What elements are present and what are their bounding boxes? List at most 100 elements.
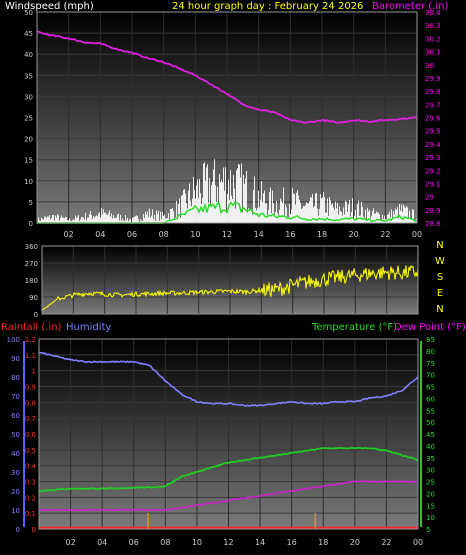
wind-hour-tick-label: 20 (349, 230, 359, 239)
temperature-line (38, 446, 419, 493)
barometer-tick-label: 29.8 (425, 88, 441, 96)
windspeed-tick-label: 10 (24, 178, 33, 186)
barometer-tick-label: 29.7 (425, 101, 441, 109)
barometer-tick-label: 30.2 (425, 35, 441, 43)
windspeed-tick-label: 40 (24, 51, 33, 59)
barometer-tick-label: 28.8 (425, 220, 441, 228)
wind-hour-tick-label: 18 (317, 230, 327, 239)
rainfall-tick-label: 0.4 (25, 463, 37, 471)
graph-title: 24 hour graph day : February 24 2026 (172, 1, 363, 12)
rain-hour-tick-label: 16 (287, 538, 297, 547)
rain-hour-tick-label: 12 (223, 538, 233, 547)
temperature-tick-label: 10 (426, 514, 435, 522)
barometer-tick-label: 28.9 (425, 207, 441, 215)
temperature-tick-label: 30 (426, 467, 435, 475)
compass-label: N (436, 304, 443, 315)
rainfall-tick-label: 1.1 (25, 352, 36, 360)
humidity-ticks: 0 10 20 30 40 50 60 70 80 90 100 (7, 336, 20, 534)
wind-hour-tick-label: 10 (190, 230, 200, 239)
rain-humidity-series (38, 351, 419, 530)
temperature-tick-label: 25 (426, 479, 435, 487)
temperature-tick-label: 20 (426, 490, 435, 498)
compass-label: W (435, 256, 445, 267)
temperature-tick-label: 55 (426, 407, 435, 415)
wind-barometer-plot-frame (36, 11, 418, 224)
temperature-tick-label: 60 (426, 395, 435, 403)
temperature-tick-label: 80 (426, 348, 435, 356)
humidity-tick-label: 40 (11, 450, 20, 458)
compass-label: N (436, 240, 443, 251)
rainfall-tick-label: 1 (32, 368, 36, 376)
rain-hour-tick-label: 04 (97, 538, 107, 547)
barometer-tick-label: 30.1 (425, 49, 441, 57)
windspeed-tick-label: 0 (29, 220, 33, 228)
temperature-tick-label: 5 (426, 526, 430, 534)
rainfall-ticks: 0 0.1 0.2 0.3 0.4 0.5 0.6 0.7 0.8 0.9 1 1.1 1.2 (25, 336, 37, 534)
rainfall-tick-label: 0.3 (25, 479, 36, 487)
humidity-tick-label: 100 (7, 336, 20, 344)
barometer-tick-label: 29.4 (425, 141, 441, 149)
temperature-tick-label: 85 (426, 336, 435, 344)
humidity-line (38, 351, 419, 407)
humidity-tick-label: 80 (11, 374, 20, 382)
temperature-tick-label: 45 (426, 431, 435, 439)
wind-direction-line (41, 264, 419, 311)
temperature-tick-label: 50 (426, 419, 435, 427)
rainfall-axis-label: Rainfall (.in) (1, 322, 62, 333)
temperature-tick-label: 15 (426, 502, 435, 510)
rainfall-tick-label: 0 (32, 526, 36, 534)
compass-label: S (437, 272, 443, 283)
rainfall-tick-label: 0.7 (25, 415, 36, 423)
humidity-axis-label: Humidity (66, 322, 111, 333)
direction-tick-label: 0 (34, 311, 38, 319)
direction-tick-label: 180 (25, 277, 38, 285)
windspeed-tick-label: 50 (24, 9, 33, 17)
rain-humidity-temperature-panel: 0 0.1 0.2 0.3 0.4 0.5 0.6 0.7 0.8 0.9 1 1.1 1.2 0 10 2… (7, 336, 435, 547)
direction-tick-label: 90 (29, 294, 38, 302)
humidity-tick-label: 30 (11, 469, 20, 477)
wind-gust-bars (38, 159, 417, 223)
direction-tick-label: 270 (25, 260, 38, 268)
wind-hour-tick-label: 22 (380, 230, 390, 239)
rain-hour-tick-label: 08 (160, 538, 170, 547)
rainfall-tick-label: 0.5 (25, 447, 36, 455)
barometer-tick-label: 30.4 (425, 9, 441, 17)
windspeed-tick-label: 15 (24, 157, 33, 165)
wind-direction-plot-frame (41, 245, 419, 315)
windspeed-tick-label: 20 (24, 136, 33, 144)
rainfall-tick-label: 1.2 (25, 336, 36, 344)
temperature-tick-label: 65 (426, 384, 435, 392)
humidity-tick-label: 10 (11, 507, 20, 515)
rainfall-tick-label: 0.9 (25, 384, 36, 392)
humidity-tick-label: 20 (11, 488, 20, 496)
rain-hour-tick-label: 00 (413, 538, 423, 547)
barometer-tick-label: 29.1 (425, 180, 441, 188)
dew-point-axis-label: Dew Point (°F) (394, 322, 466, 333)
windspeed-tick-label: 5 (29, 199, 33, 207)
direction-tick-label: 360 (25, 243, 38, 251)
windspeed-tick-label: 45 (24, 30, 33, 38)
barometer-tick-label: 29 (425, 194, 434, 202)
temperature-tick-label: 40 (426, 443, 435, 451)
wind-direction-series (41, 264, 419, 311)
rain-hour-tick-label: 20 (350, 538, 360, 547)
rainfall-tick-label: 0.1 (25, 510, 36, 518)
barometer-ticks: 28.8 28.9 29 29.1 29.2 29.3 29.4 29.5 29.6 29.7 29… (425, 9, 441, 228)
rain-humidity-plot-frame (38, 338, 419, 530)
rain-hour-tick-label: 06 (129, 538, 139, 547)
humidity-tick-label: 50 (11, 431, 20, 439)
wind-hour-tick-label: 00 (412, 230, 422, 239)
wind-hour-tick-label: 16 (285, 230, 295, 239)
barometer-line (36, 30, 418, 125)
barometer-axis-label: Barometer (.in) (372, 1, 448, 12)
windspeed-tick-label: 35 (24, 72, 33, 80)
humidity-tick-label: 90 (11, 355, 20, 363)
wind-hour-tick-label: 06 (127, 230, 137, 239)
wind-hour-tick-label: 14 (254, 230, 264, 239)
windspeed-axis-label: Windspeed (mph) (5, 1, 94, 12)
temperature-tick-label: 75 (426, 360, 435, 368)
